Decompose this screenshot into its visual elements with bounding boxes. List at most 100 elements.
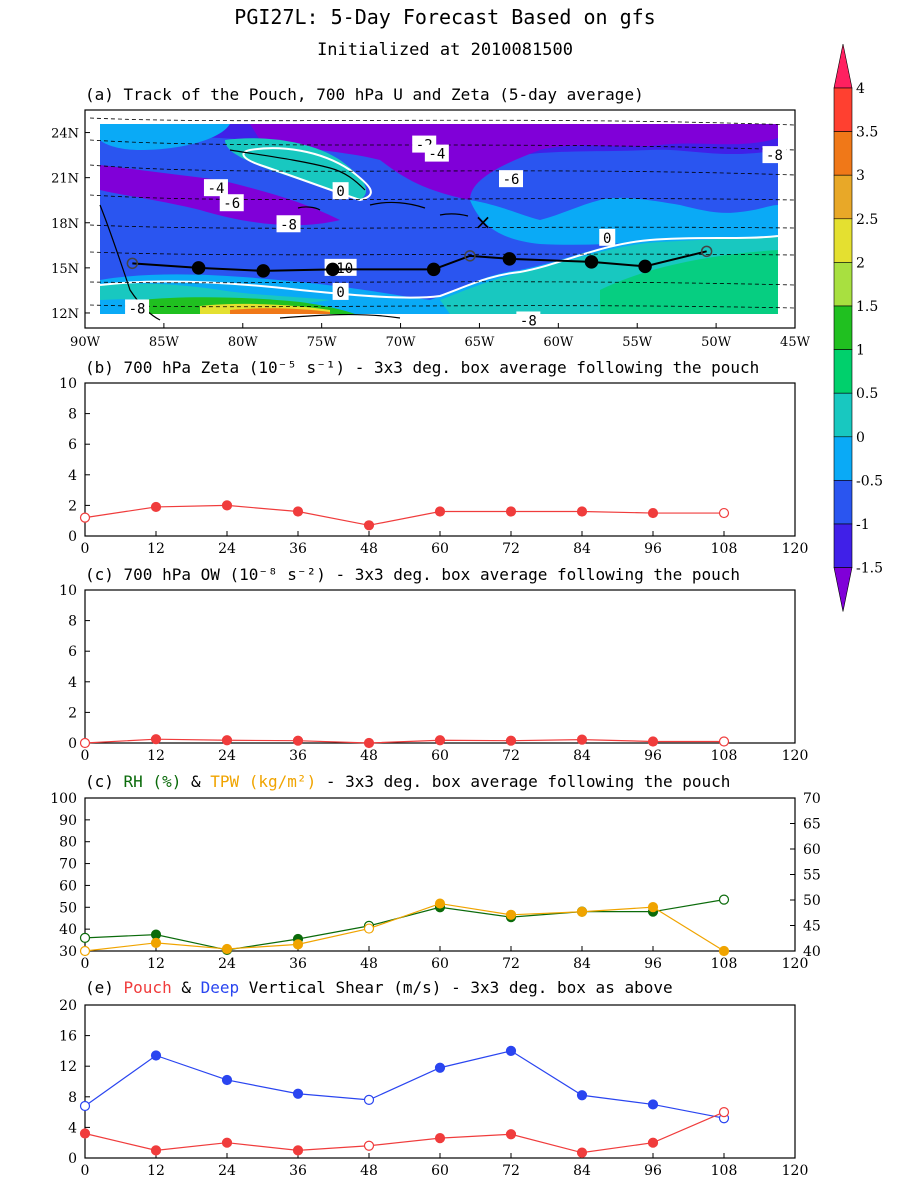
contour-label-bg xyxy=(599,228,616,246)
y-tick-label: 24N xyxy=(51,127,79,142)
panel-e-title-deep: Deep xyxy=(201,978,240,997)
page-subtitle: Initialized at 2010081500 xyxy=(317,40,573,60)
track-point xyxy=(584,255,599,269)
series-red-point xyxy=(363,737,375,749)
contour-label-bg xyxy=(276,215,301,233)
pouch-track xyxy=(126,245,713,278)
series-red-point xyxy=(434,1133,446,1144)
x-tick-label: 120 xyxy=(782,748,809,764)
colorbar-label: 1 xyxy=(856,343,865,359)
y-tick-label: 6 xyxy=(68,437,77,453)
x-tick-label: 108 xyxy=(711,541,738,557)
x-tick-label: 12 xyxy=(147,956,165,972)
x-tick-label: 12 xyxy=(147,1163,165,1179)
series-red-point xyxy=(221,1137,233,1148)
x-tick-label: 0 xyxy=(81,748,90,764)
u-contour xyxy=(89,194,795,201)
x-tick-label: 0 xyxy=(81,956,90,972)
y-tick-label: 16 xyxy=(59,1029,77,1045)
x-tick-label: 24 xyxy=(218,956,236,972)
series-red-point xyxy=(576,1147,588,1158)
series-red-line xyxy=(84,504,724,526)
x-tick-label: 24 xyxy=(218,1163,236,1179)
series-red-point xyxy=(292,1145,304,1156)
series-red-point xyxy=(647,1137,659,1148)
x-tick-label: 120 xyxy=(782,956,809,972)
y-tick-label: 8 xyxy=(68,614,77,630)
contour-label-bg xyxy=(219,194,244,212)
zeta-field-region xyxy=(470,197,778,245)
contour-label: 0 xyxy=(336,285,344,301)
x-tick-label: 72 xyxy=(502,956,520,972)
x-tick-label: 84 xyxy=(573,541,591,557)
panel-e-title-pouch: Pouch xyxy=(124,978,172,997)
contour-label: -6 xyxy=(223,196,240,212)
colorbar-label: 2 xyxy=(856,255,865,271)
track-point xyxy=(502,252,517,266)
y-tick-label: 21N xyxy=(51,172,79,187)
contour-label: 0 xyxy=(336,184,344,200)
series-red-point xyxy=(292,506,304,517)
panel-a-title: (a) Track of the Pouch, 700 hPa U and Ze… xyxy=(85,85,644,104)
zeta-field-region xyxy=(250,124,778,200)
x-tick-label: 108 xyxy=(711,956,738,972)
colorbar-segment xyxy=(833,349,853,394)
panel-e-title-amp: & xyxy=(172,978,201,997)
zero-contour xyxy=(242,147,372,202)
series-green-point xyxy=(79,932,91,943)
series-blue-point xyxy=(292,1088,304,1099)
y-tick-label: 15N xyxy=(51,262,79,277)
track-point xyxy=(126,257,139,270)
y-tick-label: 0 xyxy=(68,736,77,752)
panel-e-title-prefix: (e) xyxy=(85,978,124,997)
x-tick-label: 72 xyxy=(502,541,520,557)
u-contour xyxy=(89,224,795,229)
colorbar-label: -0.5 xyxy=(856,473,883,489)
y-tick-label: 100 xyxy=(50,791,77,807)
y-tick-label: 10 xyxy=(59,376,77,392)
x-tick-label: 0 xyxy=(81,1163,90,1179)
y2-tick-label: 70 xyxy=(803,791,821,807)
track-point xyxy=(700,245,713,258)
series-orange-point xyxy=(718,945,730,957)
x-tick-label: 96 xyxy=(644,541,662,557)
colorbar: 4 3.5 3 2.5 2 1.5 1 0.5 0 -0.5 -1 -1.5 xyxy=(833,43,883,612)
contour-label: -8 xyxy=(766,148,783,164)
panel-d-title-amp: & xyxy=(181,772,210,791)
u-contour xyxy=(89,117,795,126)
y2-tick-label: 45 xyxy=(803,919,821,935)
panel-d-title: (c) RH (%) & TPW (kg/m²) - 3x3 deg. box … xyxy=(85,772,730,791)
series-red-point xyxy=(150,501,162,513)
colorbar-segment xyxy=(833,262,853,307)
series-red-point xyxy=(79,1128,91,1139)
map-axes: 90W 85W 80W 75W 70W 65W 60W 55W 50W 45W 12N 15N 18N 2… xyxy=(51,127,811,350)
x-tick-label: 60 xyxy=(431,956,449,972)
track-point xyxy=(325,262,340,277)
y-tick-label: 20 xyxy=(59,998,77,1014)
plot-frame xyxy=(84,589,796,744)
x-tick-label: 72 xyxy=(502,1163,520,1179)
series-orange-point xyxy=(221,943,233,955)
x-tick-label: 108 xyxy=(711,748,738,764)
u-contour xyxy=(89,251,795,256)
colorbar-segment xyxy=(833,392,853,438)
colorbar-top-arrow xyxy=(833,43,853,89)
series-orange-point xyxy=(79,945,91,957)
y-tick-label: 4 xyxy=(68,468,77,484)
y-tick-label: 60 xyxy=(59,878,77,894)
series-red-point xyxy=(150,1145,162,1156)
y-tick-label: 2 xyxy=(68,498,77,514)
series-blue-point xyxy=(576,1090,588,1101)
x-tick-label: 36 xyxy=(289,748,307,764)
colorbar-label: 3 xyxy=(856,168,865,184)
series-red-point xyxy=(718,507,730,519)
contour-label-bg xyxy=(125,299,150,317)
u-contour xyxy=(89,139,795,151)
series-orange-point xyxy=(434,898,446,909)
series-red-point xyxy=(79,512,91,523)
contour-label: -8 xyxy=(129,301,146,317)
track-point xyxy=(191,261,206,275)
track-line xyxy=(132,250,707,272)
